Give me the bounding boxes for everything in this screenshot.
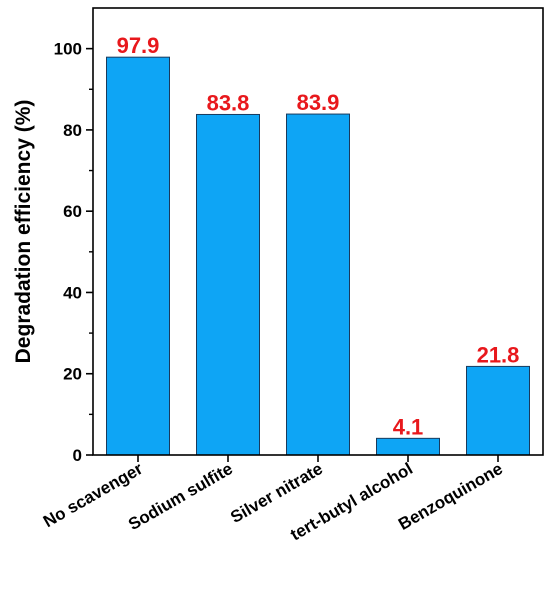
bar-value-label: 4.1: [393, 414, 424, 439]
bar: [286, 113, 350, 456]
bar: [376, 437, 440, 456]
bar: [466, 365, 530, 456]
bars-group: [106, 56, 530, 456]
y-tick-label: 0: [73, 446, 82, 465]
bar-value-label: 21.8: [477, 342, 520, 367]
data-labels-group: 97.9 83.8 83.9 4.1 21.8: [117, 33, 520, 439]
bar-value-label: 83.8: [207, 90, 250, 115]
y-tick-label: 20: [63, 365, 82, 384]
y-tick-label: 40: [63, 283, 82, 302]
bar-value-label: 97.9: [117, 33, 160, 58]
y-axis-ticks: 0 20 40 60 80 100: [54, 40, 93, 465]
bar: [106, 56, 170, 456]
y-tick-label: 100: [54, 40, 82, 59]
y-tick-label: 60: [63, 202, 82, 221]
bar-value-label: 83.9: [297, 90, 340, 115]
bar: [196, 113, 260, 456]
y-axis-title: Degradation efficiency (%): [12, 100, 35, 364]
y-tick-label: 80: [63, 121, 82, 140]
